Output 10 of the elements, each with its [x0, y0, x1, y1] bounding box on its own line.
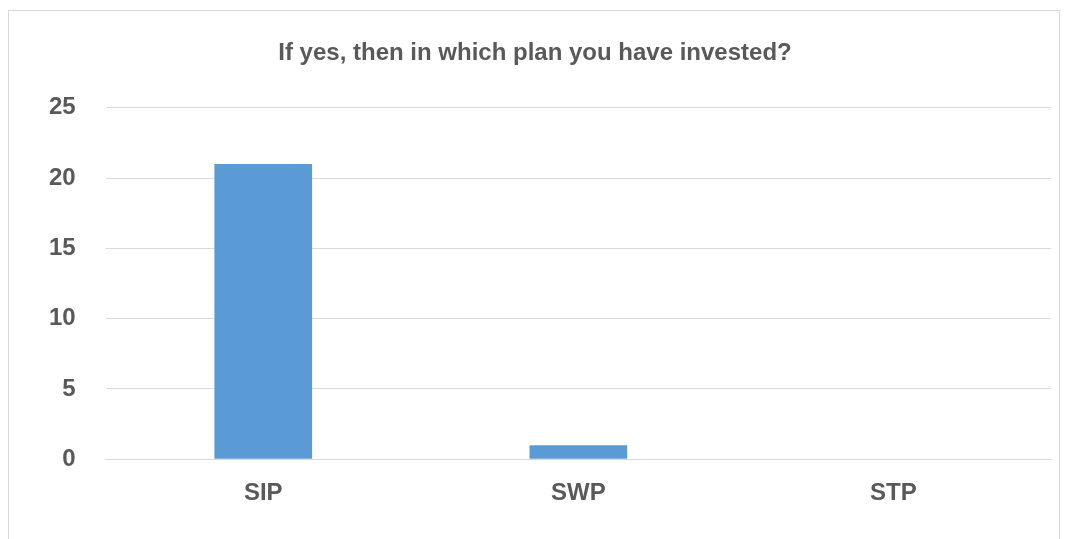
y-tick-label: 25: [48, 92, 76, 120]
y-tick-label: 0: [62, 443, 76, 471]
x-tick-label: SIP: [243, 478, 283, 506]
y-tick-label: 10: [48, 303, 76, 331]
y-tick-label: 20: [48, 162, 76, 190]
y-tick-label: 5: [62, 373, 76, 401]
x-tick-label: SWP: [551, 478, 606, 506]
y-tick-label: 15: [48, 232, 76, 260]
x-tick-label: STP: [870, 478, 917, 506]
chart-title: If yes, then in which plan you have invested?: [278, 38, 792, 66]
